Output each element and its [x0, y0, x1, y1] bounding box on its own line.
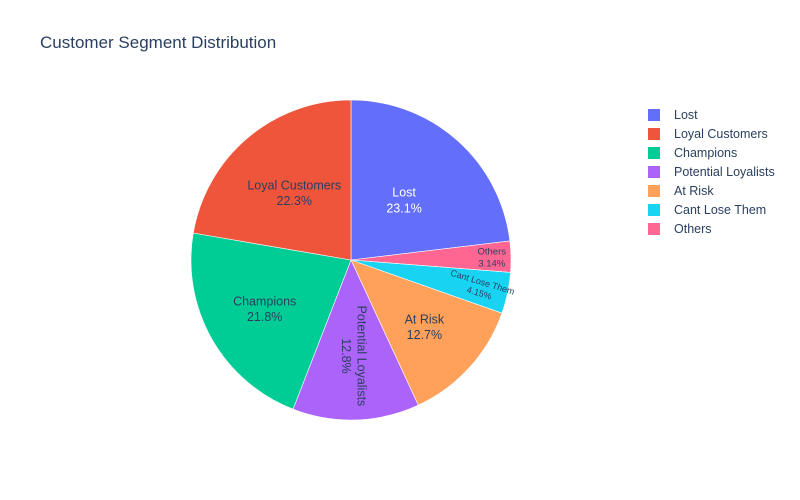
legend-swatch: [648, 146, 660, 159]
legend-label: Others: [674, 221, 712, 236]
slice-label-percent: 12.8%: [339, 338, 353, 373]
slice-label-others: Others 3.14%: [478, 246, 507, 269]
slice-label-at-risk: At Risk 12.7%: [405, 312, 445, 342]
pie-slice-potential-loyalists[interactable]: [292, 259, 419, 421]
legend-item-others[interactable]: Others: [648, 219, 775, 238]
slice-label-name: Champions: [233, 294, 296, 308]
slice-label-percent: 22.3%: [277, 194, 312, 208]
legend-item-cant-lose-them[interactable]: Cant Lose Them: [648, 200, 775, 219]
legend-item-lost[interactable]: Lost: [648, 105, 775, 124]
legend-label: Cant Lose Them: [674, 202, 767, 217]
slice-label-name: At Risk: [405, 312, 445, 326]
legend-label: Lost: [674, 107, 698, 122]
legend-label: Champions: [674, 145, 738, 160]
legend-item-loyal-customers[interactable]: Loyal Customers: [648, 124, 775, 143]
pie-slice-at-risk[interactable]: [350, 259, 503, 406]
slice-label-name: Potential Loyalists: [354, 306, 368, 407]
legend-swatch: [648, 222, 660, 235]
legend-item-champions[interactable]: Champions: [648, 143, 775, 162]
slice-label-name: Others: [478, 246, 507, 257]
legend-label: At Risk: [674, 183, 714, 198]
legend-item-at-risk[interactable]: At Risk: [648, 181, 775, 200]
slice-label-loyal-customers: Loyal Customers 22.3%: [247, 178, 341, 208]
legend-label: Loyal Customers: [674, 126, 768, 141]
legend-swatch: [648, 184, 660, 197]
slice-label-name: Lost: [392, 186, 416, 200]
slice-label-percent: 3.14%: [478, 258, 505, 269]
legend: Lost Loyal Customers Champions Potential Lo…: [648, 105, 775, 238]
legend-swatch: [648, 127, 660, 140]
slice-label-percent: 21.8%: [247, 310, 282, 324]
legend-label: Potential Loyalists: [674, 164, 775, 179]
slice-label-percent: 12.7%: [407, 328, 442, 342]
chart-title: Customer Segment Distribution: [40, 33, 277, 52]
slice-label-champions: Champions 21.8%: [233, 294, 296, 324]
slice-label-name: Loyal Customers: [247, 178, 341, 192]
pie-slice-champions[interactable]: [190, 232, 352, 410]
legend-swatch: [648, 203, 660, 216]
legend-swatch: [648, 165, 660, 178]
slice-label-percent: 23.1%: [386, 201, 421, 215]
slice-label-potential-loyalists: Potential Loyalists12.8%: [339, 306, 369, 407]
legend-item-potential-loyalists[interactable]: Potential Loyalists: [648, 162, 775, 181]
legend-swatch: [648, 108, 660, 121]
pie-slice-loyal-customers[interactable]: [192, 99, 352, 261]
pie-slice-lost[interactable]: [350, 99, 511, 261]
slice-label-lost: Lost 23.1%: [386, 186, 421, 216]
